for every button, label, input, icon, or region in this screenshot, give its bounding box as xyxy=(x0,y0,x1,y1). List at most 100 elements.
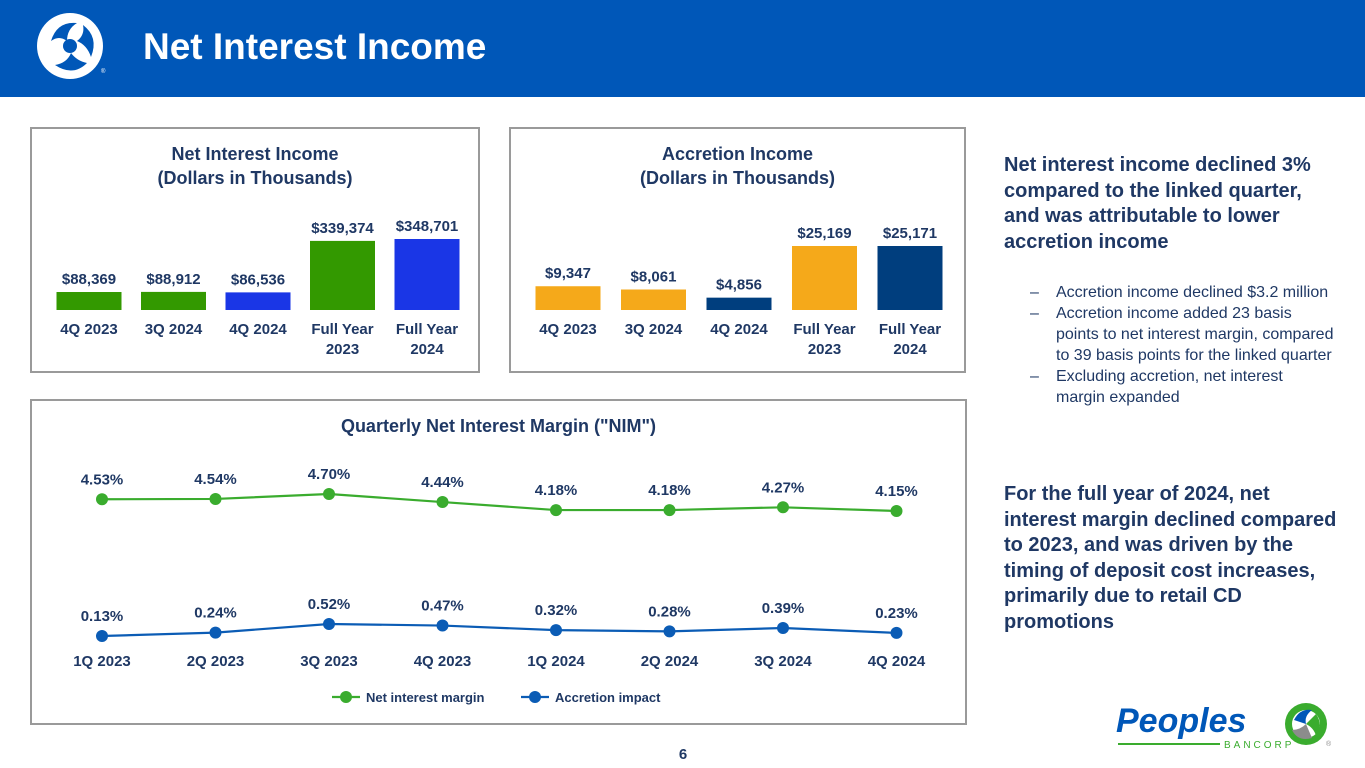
brand-registered: ® xyxy=(1326,740,1332,748)
nii-bar-chart: $88,369 4Q 2023 $88,912 3Q 2024 $86,536 4Q 20… xyxy=(56,218,460,358)
brand-name: Peoples xyxy=(1116,702,1246,740)
nim-line-chart: 4.53% 4.54% 4.70% 4.44% 4.18% 4.18% 4.27% 4.15%… xyxy=(73,466,926,705)
x-tick-label: 1Q 2023 xyxy=(73,653,131,670)
commentary-heading-2: For the full year of 2024, net interest … xyxy=(1004,483,1337,633)
nii-chart-panel: Net Interest Income (Dollars in Thousand… xyxy=(30,127,480,373)
series-line xyxy=(101,622,897,638)
brand-sub: BANCORP xyxy=(1224,740,1294,751)
point-label: 4.53% xyxy=(81,471,124,488)
commentary-heading-1: Net interest income declined 3% compared… xyxy=(1004,154,1311,253)
accretion-category-label: Full Year xyxy=(793,321,855,338)
nii-bar xyxy=(56,292,122,310)
x-tick-label: 4Q 2024 xyxy=(868,653,926,670)
peoples-bancorp-logo: Peoples BANCORP ® xyxy=(1116,702,1332,751)
nii-category-label: 4Q 2024 xyxy=(229,321,287,338)
accretion-category-label: 2023 xyxy=(808,341,841,358)
legend-swatch-dot xyxy=(529,691,541,703)
nii-category-label: 2024 xyxy=(410,341,444,358)
point-label: 0.52% xyxy=(308,596,351,613)
nii-value-label: $348,701 xyxy=(396,218,459,235)
data-point xyxy=(209,492,222,505)
x-tick-label: 1Q 2024 xyxy=(527,653,585,670)
page-title: Net Interest Income xyxy=(143,26,487,67)
nii-value-label: $339,374 xyxy=(311,220,374,237)
nii-bar xyxy=(394,239,460,310)
nim-chart-title: Quarterly Net Interest Margin ("NIM") xyxy=(340,416,657,436)
accretion-category-label: 4Q 2023 xyxy=(539,321,597,338)
bullet-item: Accretion income added 23 basis points t… xyxy=(1030,303,1335,366)
nii-chart-subtitle: (Dollars in Thousands) xyxy=(157,168,353,188)
nii-category-label: Full Year xyxy=(396,321,458,338)
accretion-chart-title: Accretion Income xyxy=(661,144,814,164)
x-tick-label: 2Q 2024 xyxy=(641,653,699,670)
data-point xyxy=(550,624,562,637)
accretion-category-label: 3Q 2024 xyxy=(625,321,683,338)
commentary-bullets: Accretion income declined $3.2 million A… xyxy=(1030,282,1335,408)
accretion-category-label: 2024 xyxy=(893,341,927,358)
point-label: 4.18% xyxy=(535,482,578,499)
data-point xyxy=(323,618,335,630)
nii-category-label: 4Q 2023 xyxy=(60,321,118,338)
point-label: 4.27% xyxy=(762,479,805,496)
accretion-bar xyxy=(706,297,772,310)
accretion-value-label: $9,347 xyxy=(545,265,591,282)
data-point xyxy=(663,504,676,517)
legend-label: Net interest margin xyxy=(366,690,485,705)
legend-label: Accretion impact xyxy=(555,690,661,705)
header-bar: ® Net Interest Income xyxy=(0,0,1365,97)
data-point xyxy=(96,493,108,506)
point-label: 0.47% xyxy=(421,598,464,615)
accretion-value-label: $8,061 xyxy=(631,269,677,286)
nii-bar xyxy=(310,240,375,310)
point-label: 4.44% xyxy=(421,474,464,491)
accretion-bar-chart: $9,347 4Q 2023 $8,061 3Q 2024 $4,856 4Q 2024 $… xyxy=(535,225,943,358)
x-tick-label: 2Q 2023 xyxy=(187,653,245,670)
accretion-chart-panel: Accretion Income (Dollars in Thousands) … xyxy=(509,127,966,373)
nii-value-label: $88,369 xyxy=(62,271,116,288)
accretion-value-label: $25,169 xyxy=(797,225,851,242)
data-point xyxy=(436,496,449,509)
point-label: 0.28% xyxy=(648,603,691,620)
accretion-chart-subtitle: (Dollars in Thousands) xyxy=(639,168,835,188)
nii-bar xyxy=(141,291,206,310)
point-label: 4.18% xyxy=(648,482,691,499)
data-point xyxy=(96,630,108,642)
data-point xyxy=(890,626,903,639)
svg-text:®: ® xyxy=(101,68,106,75)
data-point xyxy=(890,505,903,517)
point-label: 0.32% xyxy=(535,602,578,619)
point-label: 4.54% xyxy=(194,471,237,488)
point-label: 0.23% xyxy=(875,605,918,622)
series-line xyxy=(101,492,897,513)
page-number: 6 xyxy=(678,746,688,763)
bullet-item: Excluding accretion, net interest margin… xyxy=(1030,366,1335,408)
x-tick-label: 4Q 2023 xyxy=(414,653,472,670)
accretion-category-label: 4Q 2024 xyxy=(710,321,768,338)
x-tick-label: 3Q 2024 xyxy=(754,653,812,670)
accretion-bar xyxy=(535,286,601,310)
point-label: 0.24% xyxy=(194,605,237,622)
nii-bar xyxy=(225,292,291,310)
accretion-value-label: $4,856 xyxy=(716,277,762,294)
point-label: 0.39% xyxy=(762,600,805,617)
legend-swatch-dot xyxy=(340,691,352,703)
data-point xyxy=(323,488,335,500)
point-label: 4.15% xyxy=(875,483,918,500)
accretion-bar xyxy=(792,246,857,310)
brand-mark-icon xyxy=(1285,703,1327,745)
accretion-category-label: Full Year xyxy=(879,321,941,338)
nim-chart-panel: Quarterly Net Interest Margin ("NIM") 4.… xyxy=(30,399,967,725)
accretion-value-label: $25,171 xyxy=(883,225,937,242)
peoples-logo-icon: ® xyxy=(37,13,106,79)
nii-category-label: Full Year xyxy=(311,321,373,338)
nii-chart-title: Net Interest Income xyxy=(171,144,339,164)
nii-category-label: 3Q 2024 xyxy=(145,321,203,338)
data-point xyxy=(550,504,562,517)
data-point xyxy=(777,622,789,634)
nii-value-label: $88,912 xyxy=(146,271,200,288)
data-point xyxy=(777,501,789,514)
data-point xyxy=(663,625,676,638)
point-label: 0.13% xyxy=(81,608,124,625)
point-label: 4.70% xyxy=(308,466,351,483)
nii-value-label: $86,536 xyxy=(231,271,285,288)
